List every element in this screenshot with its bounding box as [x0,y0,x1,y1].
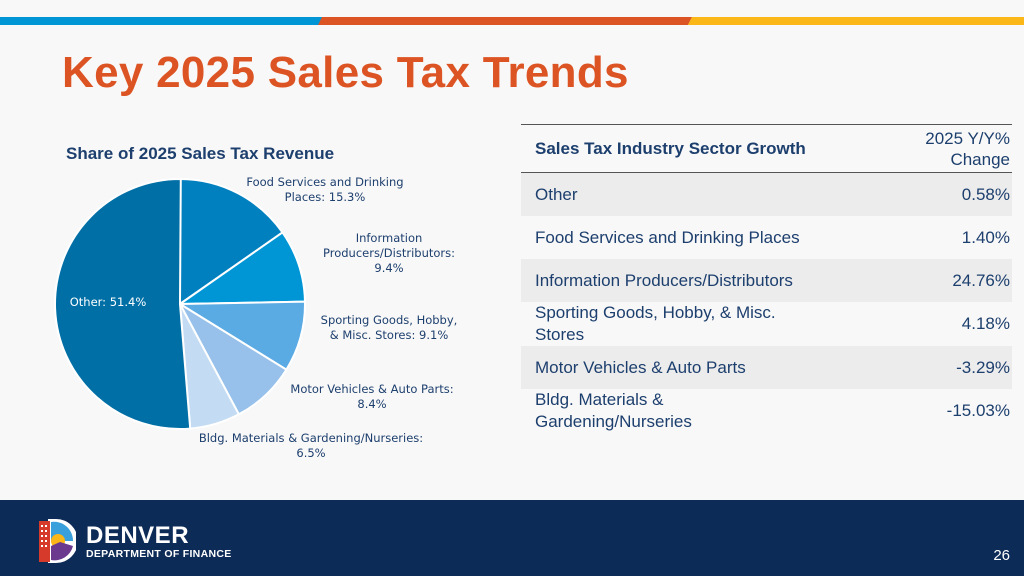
table-row: Food Services and Drinking Places 1.40% [521,216,1012,259]
sector-cell: Motor Vehicles & Auto Parts [521,346,827,389]
slice-label: Sporting Goods, Hobby, & Misc. Stores: 9.… [321,313,458,342]
sector-cell: Sporting Goods, Hobby, & Misc. Stores [535,303,776,344]
footer [0,500,1024,576]
change-cell: -15.03% [946,401,1010,420]
sector-cell: Bldg. Materials & Gardening/Nurseries [535,390,692,431]
header-sector: Sales Tax Industry Sector Growth [521,124,827,173]
slice-label: Bldg. Materials & Gardening/Nurseries: 6.… [199,431,423,460]
slice-label: Information Producers/Distributors: 9.4% [323,231,455,275]
accent-bar-blue [0,17,322,25]
accent-bar-yellow [688,17,1024,25]
pie-slice [54,178,192,430]
page-number: 26 [993,547,1010,564]
slice-label: Food Services and Drinking Places: 15.3% [246,175,403,204]
change-cell: 4.18% [961,314,1010,333]
sector-cell: Other [521,172,827,216]
footer-department: DEPARTMENT OF FINANCE [86,548,232,560]
page-title: Key 2025 Sales Tax Trends [62,48,629,97]
table-row: Sporting Goods, Hobby, & Misc. Stores 4.1… [521,302,1012,346]
table-row: Other 0.58% [521,172,1012,216]
accent-bar-orange [318,17,692,25]
table-row: Motor Vehicles & Auto Parts -3.29% [521,346,1012,389]
change-cell: 24.76% [827,259,1012,302]
sector-cell: Food Services and Drinking Places [535,227,800,247]
pie-chart: Food Services and Drinking Places: 15.3% I… [54,175,458,460]
table-row: Bldg. Materials & Gardening/Nurseries -15… [521,389,1012,433]
sector-growth-table: Sales Tax Industry Sector Growth 2025 Y/… [521,124,1012,433]
pie-slice [179,177,284,306]
change-cell: 1.40% [961,227,1010,247]
header-change: 2025 Y/Y% Change [827,124,1012,173]
footer-brand: DENVER [86,522,190,549]
chart-title: Share of 2025 Sales Tax Revenue [66,144,335,163]
table-row: Information Producers/Distributors 24.76% [521,259,1012,302]
denver-d-logo [39,519,76,563]
slice-label: Other: 51.4% [70,295,147,309]
change-cell: -3.29% [827,346,1012,389]
sector-cell: Information Producers/Distributors [521,259,827,302]
change-cell: 0.58% [827,172,1012,216]
slice-label: Motor Vehicles & Auto Parts: 8.4% [290,382,453,411]
